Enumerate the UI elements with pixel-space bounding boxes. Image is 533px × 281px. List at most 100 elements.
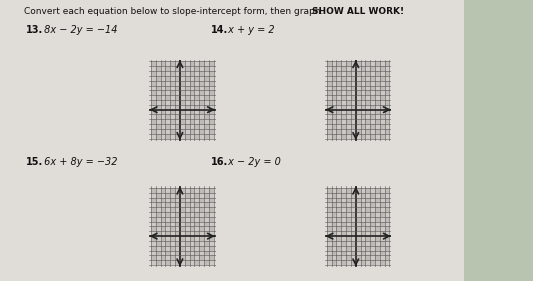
Bar bbox=[380, 114, 385, 119]
Bar bbox=[332, 212, 336, 217]
Bar bbox=[209, 207, 214, 212]
Bar bbox=[385, 188, 390, 193]
Bar bbox=[170, 193, 175, 198]
Bar bbox=[366, 90, 370, 95]
Bar bbox=[375, 251, 380, 255]
Bar bbox=[204, 226, 209, 231]
Bar bbox=[346, 188, 351, 193]
Bar bbox=[356, 119, 361, 124]
Bar bbox=[156, 207, 160, 212]
Bar bbox=[195, 212, 199, 217]
Bar bbox=[175, 81, 180, 86]
Bar bbox=[165, 86, 170, 90]
Bar bbox=[170, 212, 175, 217]
Bar bbox=[380, 251, 385, 255]
Bar bbox=[375, 202, 380, 207]
Bar bbox=[190, 193, 195, 198]
Bar bbox=[370, 198, 375, 202]
Bar bbox=[327, 251, 332, 255]
Bar bbox=[180, 86, 185, 90]
Bar bbox=[341, 217, 346, 222]
Bar bbox=[336, 90, 341, 95]
Bar bbox=[165, 95, 170, 100]
Bar bbox=[156, 90, 160, 95]
Bar bbox=[156, 241, 160, 246]
Bar bbox=[341, 129, 346, 134]
Bar bbox=[195, 241, 199, 246]
Bar bbox=[195, 124, 199, 129]
Bar bbox=[160, 212, 165, 217]
Bar bbox=[332, 105, 336, 110]
Bar bbox=[199, 71, 204, 76]
Bar bbox=[380, 236, 385, 241]
Bar bbox=[209, 217, 214, 222]
Bar bbox=[336, 95, 341, 100]
Bar bbox=[209, 76, 214, 81]
Bar bbox=[385, 207, 390, 212]
Bar bbox=[204, 114, 209, 119]
Bar bbox=[385, 90, 390, 95]
Bar bbox=[209, 105, 214, 110]
Bar bbox=[375, 76, 380, 81]
Bar bbox=[385, 119, 390, 124]
Bar bbox=[165, 105, 170, 110]
Bar bbox=[385, 241, 390, 246]
Bar bbox=[366, 119, 370, 124]
Bar bbox=[366, 66, 370, 71]
Bar bbox=[204, 231, 209, 236]
Bar bbox=[351, 124, 356, 129]
Bar bbox=[209, 212, 214, 217]
Bar bbox=[380, 255, 385, 260]
Bar bbox=[332, 236, 336, 241]
Bar bbox=[380, 105, 385, 110]
Bar bbox=[165, 66, 170, 71]
Bar bbox=[165, 71, 170, 76]
Bar bbox=[346, 134, 351, 139]
Bar bbox=[385, 124, 390, 129]
Bar bbox=[361, 71, 366, 76]
Bar bbox=[185, 119, 190, 124]
Bar bbox=[385, 76, 390, 81]
Bar bbox=[332, 217, 336, 222]
Bar bbox=[327, 124, 332, 129]
Bar bbox=[336, 129, 341, 134]
Bar bbox=[385, 71, 390, 76]
Bar bbox=[361, 260, 366, 265]
Bar bbox=[361, 86, 366, 90]
Bar bbox=[366, 202, 370, 207]
Bar bbox=[190, 207, 195, 212]
Bar bbox=[346, 81, 351, 86]
Bar bbox=[346, 217, 351, 222]
Bar bbox=[356, 255, 361, 260]
Bar bbox=[385, 236, 390, 241]
Bar bbox=[185, 217, 190, 222]
Bar bbox=[180, 212, 185, 217]
Bar bbox=[190, 62, 195, 66]
Bar bbox=[204, 66, 209, 71]
Bar bbox=[195, 236, 199, 241]
Bar bbox=[195, 110, 199, 114]
Bar bbox=[327, 226, 332, 231]
Bar bbox=[361, 76, 366, 81]
Bar bbox=[175, 236, 180, 241]
Bar bbox=[332, 226, 336, 231]
Bar bbox=[209, 255, 214, 260]
Bar bbox=[327, 198, 332, 202]
Bar bbox=[370, 71, 375, 76]
Bar bbox=[195, 86, 199, 90]
Bar bbox=[209, 260, 214, 265]
Bar bbox=[327, 76, 332, 81]
Bar bbox=[361, 212, 366, 217]
Bar bbox=[175, 212, 180, 217]
Bar bbox=[341, 236, 346, 241]
Bar bbox=[185, 222, 190, 226]
Bar bbox=[351, 198, 356, 202]
Bar bbox=[175, 231, 180, 236]
Bar bbox=[209, 100, 214, 105]
Bar bbox=[375, 222, 380, 226]
Bar bbox=[199, 231, 204, 236]
Bar bbox=[385, 212, 390, 217]
FancyBboxPatch shape bbox=[0, 0, 464, 281]
Bar bbox=[351, 110, 356, 114]
Bar bbox=[341, 231, 346, 236]
